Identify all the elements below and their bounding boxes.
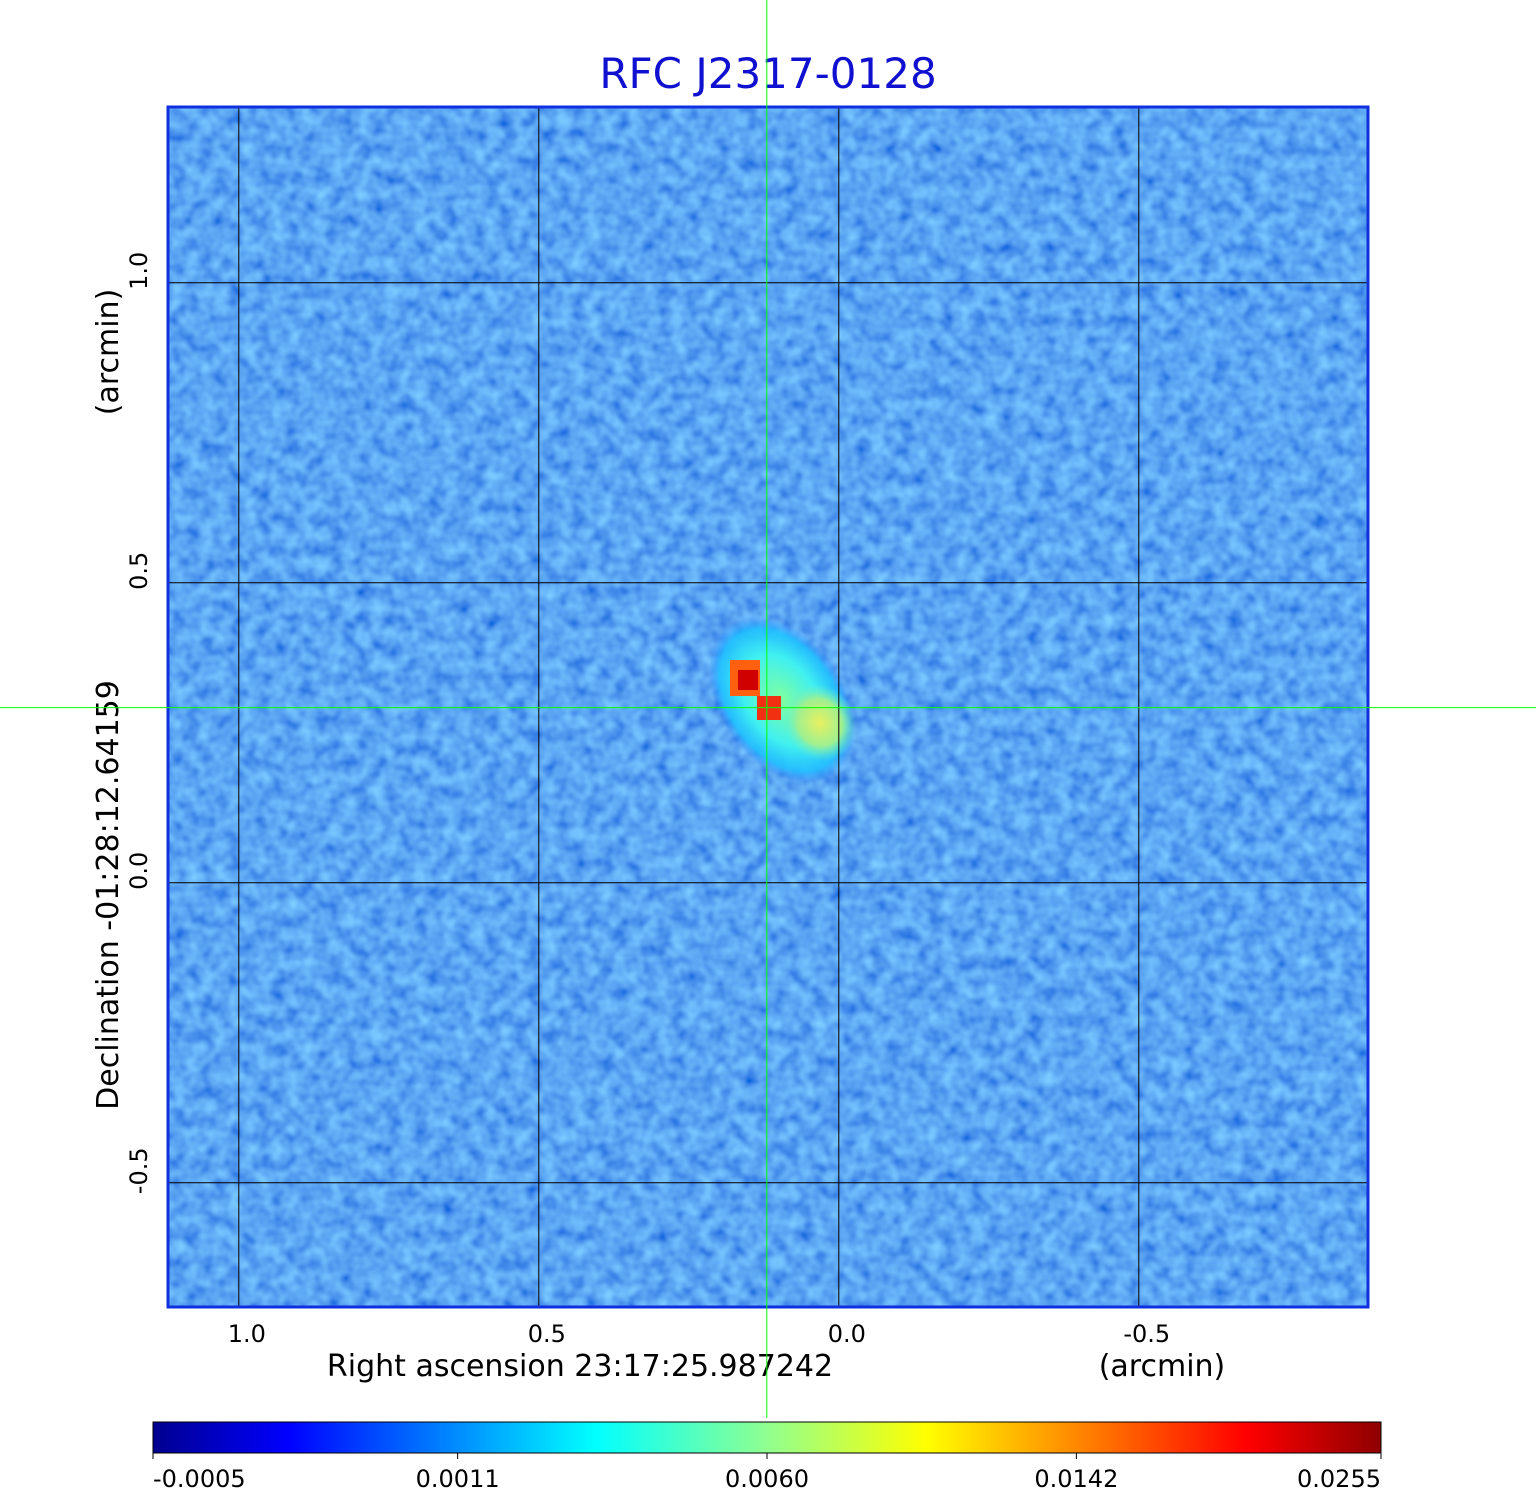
- x-tick-label: 1.0: [228, 1320, 266, 1348]
- colorbar-tick-label: 0.0142: [1034, 1465, 1118, 1493]
- colorbar-tick-label: 0.0255: [1297, 1465, 1381, 1493]
- y-axis-label: Declination -01:28:12.64159: [91, 680, 126, 1110]
- x-axis-label: Right ascension 23:17:25.987242: [327, 1349, 833, 1384]
- y-tick-label: 0.5: [125, 552, 153, 590]
- chart-title: RFC J2317-0128: [599, 49, 936, 98]
- colorbar-tick-label: 0.0060: [725, 1465, 809, 1493]
- y-tick-label: 1.0: [125, 252, 153, 290]
- x-tick-label: 0.0: [828, 1320, 866, 1348]
- y-tick-label: 0.0: [125, 852, 153, 890]
- plot-frame: [166, 105, 1370, 1309]
- x-tick-label: 0.5: [528, 1320, 566, 1348]
- image: [168, 107, 1368, 1307]
- x-tick-label: -0.5: [1123, 1320, 1170, 1348]
- colorbar-tick-label: 0.0011: [416, 1465, 500, 1493]
- y-axis-unit: (arcmin): [91, 289, 126, 416]
- x-axis-unit: (arcmin): [1099, 1349, 1226, 1384]
- source-core: [738, 670, 758, 690]
- y-tick-label: -0.5: [125, 1147, 153, 1194]
- colorbar-tick-label: -0.0005: [153, 1465, 246, 1493]
- colorbar: [152, 1421, 1382, 1454]
